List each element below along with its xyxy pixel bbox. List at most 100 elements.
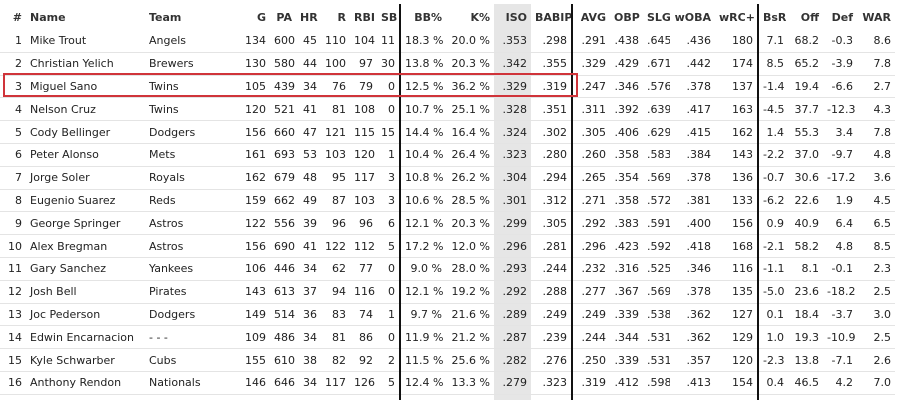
column-header[interactable]: wRC+	[719, 10, 755, 24]
player-name[interactable]: Nelson Cruz	[26, 97, 145, 122]
stat-cell: -2.2	[757, 143, 788, 167]
team-name[interactable]: Astros	[145, 234, 240, 258]
team-name[interactable]: Nationals	[145, 371, 240, 395]
player-name[interactable]: Alex Bregman	[26, 234, 145, 258]
team-name[interactable]: - - -	[145, 325, 240, 350]
player-name[interactable]: Edwin Encarnacion	[26, 325, 145, 350]
stat-cell: 127	[240, 394, 270, 400]
column-header[interactable]: RBI	[354, 10, 375, 24]
column-header[interactable]: HR	[300, 10, 318, 24]
team-name[interactable]: Reds	[145, 189, 240, 213]
column-header[interactable]: ISO	[494, 4, 531, 30]
stat-cell: 662	[270, 189, 296, 213]
team-name[interactable]: Pirates	[145, 280, 240, 304]
stat-cell: .281	[531, 234, 572, 258]
stat-cell: 0	[377, 97, 400, 122]
stat-cell: .583	[643, 143, 670, 167]
stat-cell: 12.0 %	[446, 234, 494, 258]
column-header[interactable]: Team	[149, 10, 182, 24]
stat-cell: -17.2	[823, 166, 857, 190]
team-name[interactable]: Brewers	[145, 52, 240, 76]
stat-cell: .357	[670, 348, 715, 372]
rank: 11	[0, 257, 26, 281]
team-name[interactable]: Dodgers	[145, 120, 240, 144]
column-header[interactable]: Name	[30, 10, 66, 24]
player-name[interactable]: Jorge Soler	[26, 166, 145, 190]
stat-cell: .292	[494, 280, 531, 304]
player-name[interactable]: Christian Yelich	[26, 52, 145, 76]
player-name[interactable]: Eugenio Suarez	[26, 189, 145, 213]
stat-cell: 96	[350, 211, 377, 236]
stat-cell: 76	[321, 75, 350, 99]
stat-cell: 10.6 %	[399, 189, 446, 213]
team-name[interactable]: Twins	[145, 97, 240, 122]
stat-cell: .531	[643, 325, 670, 350]
stat-cell: .346	[670, 257, 715, 281]
stat-cell: .415	[670, 120, 715, 144]
stat-cell: 600	[270, 30, 296, 53]
stat-cell: 547	[270, 394, 296, 400]
column-header[interactable]: BsR	[757, 4, 788, 30]
player-name[interactable]: George Springer	[26, 211, 145, 236]
player-name[interactable]: Cody Bellinger	[26, 120, 145, 144]
column-header[interactable]: Def	[831, 10, 853, 24]
player-name[interactable]: Kyle Schwarber	[26, 348, 145, 372]
player-name[interactable]: Anthony Rendon	[26, 371, 145, 395]
stat-cell: 12.1 %	[399, 280, 446, 304]
column-header[interactable]: OBP	[614, 10, 640, 24]
team-name[interactable]: Twins	[145, 75, 240, 99]
stat-cell: .244	[571, 325, 610, 350]
team-name[interactable]: Athletics	[145, 394, 240, 400]
stat-cell: .354	[610, 166, 643, 190]
stat-cell: 6.5	[857, 211, 895, 236]
player-name[interactable]: Joc Pederson	[26, 303, 145, 327]
column-header[interactable]: AVG	[571, 4, 610, 30]
stat-cell: 6	[377, 211, 400, 236]
team-name[interactable]: Yankees	[145, 257, 240, 281]
column-header[interactable]: Off	[800, 10, 819, 24]
stat-cell: 613	[270, 280, 296, 304]
column-header[interactable]: BB%	[399, 4, 446, 30]
team-name[interactable]: Mets	[145, 143, 240, 167]
column-header[interactable]: G	[256, 10, 266, 24]
stat-cell: .271	[571, 189, 610, 213]
column-header[interactable]: WAR	[862, 10, 891, 24]
player-row: 8 Eugenio Suarez Reds 159 662 49 87 103 3 10.6 % 2…	[0, 189, 895, 213]
stat-cell: 96	[321, 211, 350, 236]
stat-cell: .381	[670, 189, 715, 213]
stat-cell: .378	[670, 280, 715, 304]
column-header[interactable]: SB	[381, 10, 398, 24]
stat-cell: .301	[494, 189, 531, 213]
team-name[interactable]: Royals	[145, 166, 240, 190]
team-name[interactable]: Cubs	[145, 348, 240, 372]
team-name[interactable]: Angels	[145, 30, 240, 53]
rank: 13	[0, 303, 26, 327]
column-header[interactable]: wOBA	[674, 10, 711, 24]
player-name[interactable]: Josh Bell	[26, 280, 145, 304]
player-name[interactable]: Matt Olson	[26, 394, 145, 400]
column-header[interactable]: PA	[276, 10, 292, 24]
stat-cell: 37.0	[788, 143, 823, 167]
player-row: 5 Cody Bellinger Dodgers 156 660 47 121 115 15 14…	[0, 120, 895, 144]
stat-cell: .302	[531, 120, 572, 144]
stat-cell: .429	[610, 52, 643, 76]
column-header[interactable]: #	[12, 10, 22, 24]
column-header[interactable]: R	[337, 10, 346, 24]
stat-cell: .344	[610, 325, 643, 350]
column-header[interactable]: K%	[470, 10, 490, 24]
player-name[interactable]: Gary Sanchez	[26, 257, 145, 281]
stat-cell: 68.2	[788, 30, 823, 53]
column-header[interactable]: BABIP	[535, 10, 572, 24]
column-header[interactable]: SLG	[647, 10, 670, 24]
team-name[interactable]: Astros	[145, 211, 240, 236]
player-name[interactable]: Mike Trout	[26, 30, 145, 53]
stat-cell: 1.0	[757, 325, 788, 350]
stat-cell: .249	[571, 303, 610, 327]
stat-cell: 30	[377, 52, 400, 76]
stat-cell: 94	[321, 280, 350, 304]
stat-cell: 135	[715, 280, 758, 304]
stat-cell: 2.5	[857, 280, 895, 304]
player-name[interactable]: Miguel Sano	[26, 75, 145, 99]
team-name[interactable]: Dodgers	[145, 303, 240, 327]
player-name[interactable]: Peter Alonso	[26, 143, 145, 167]
